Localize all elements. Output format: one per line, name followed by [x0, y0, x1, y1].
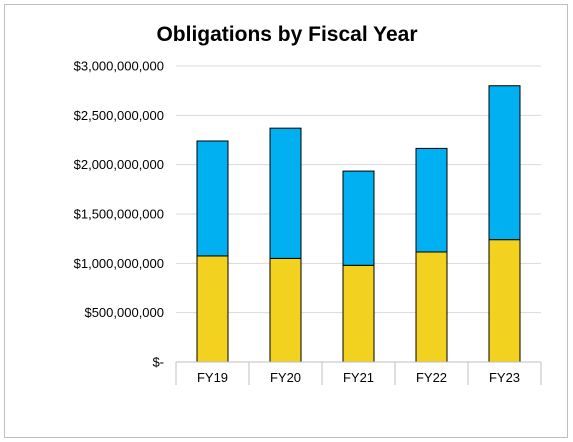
x-tick-label: FY20 [270, 370, 301, 385]
bar-fy21-segment-2 [342, 170, 375, 266]
y-tick-label: $1,500,000,000 [74, 207, 164, 222]
y-tick-label: $1,000,000,000 [74, 256, 164, 271]
y-tick-label: $3,000,000,000 [74, 59, 164, 74]
x-axis: FY19 FY20 FY21 FY22 FY23 [175, 361, 542, 385]
bar-fy22-segment-2 [415, 147, 448, 253]
bar-fy19-segment-2 [196, 140, 229, 257]
bar-fy20-segment-2 [269, 127, 302, 259]
bar-fy23-segment-1 [488, 239, 521, 363]
bars [196, 85, 521, 363]
y-axis-tick-labels: $- $500,000,000 $1,000,000,000 $1,500,000,0… [74, 59, 164, 370]
gridlines [176, 65, 541, 314]
x-tick-label: FY19 [197, 370, 228, 385]
bar-fy20-segment-1 [269, 257, 302, 363]
y-tick-label: $500,000,000 [84, 305, 164, 320]
y-tick-label: $2,500,000,000 [74, 108, 164, 123]
x-tick-label: FY22 [416, 370, 447, 385]
bar-fy22-segment-1 [415, 251, 448, 363]
x-tick-label: FY21 [343, 370, 374, 385]
bar-fy19-segment-1 [196, 255, 229, 363]
bar-fy21-segment-1 [342, 264, 375, 363]
x-tick-label: FY23 [489, 370, 520, 385]
y-tick-label: $- [152, 355, 164, 370]
chart-title: Obligations by Fiscal Year [156, 23, 417, 46]
bar-fy23-segment-2 [488, 85, 521, 241]
y-tick-label: $2,000,000,000 [74, 157, 164, 172]
